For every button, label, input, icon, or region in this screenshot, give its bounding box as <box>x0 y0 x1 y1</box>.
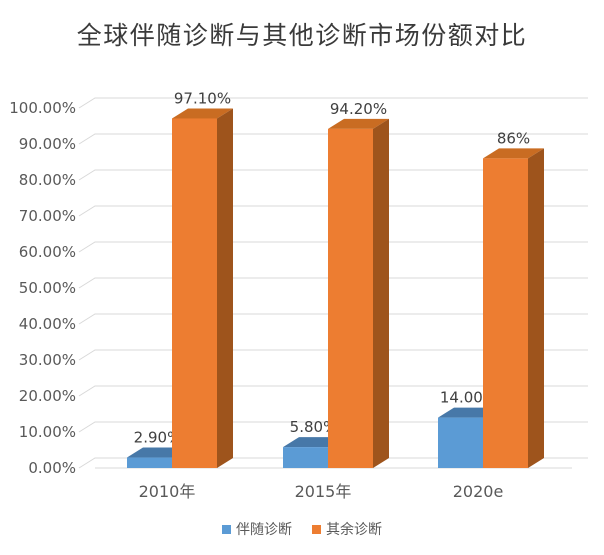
y-axis-tick-label: 80.00% <box>19 171 76 189</box>
y-axis-tick-label: 10.00% <box>19 423 76 441</box>
data-label: 86% <box>497 129 530 147</box>
x-axis-label: 2020e <box>453 482 504 501</box>
y-axis-tick-label: 70.00% <box>19 207 76 225</box>
gridline <box>78 277 588 289</box>
x-axis-label: 2015年 <box>295 482 352 501</box>
data-label: 97.10% <box>174 89 231 107</box>
legend-item: 其余诊断 <box>312 519 382 539</box>
gridline <box>78 241 588 253</box>
gridline <box>78 385 588 397</box>
bar-orange <box>328 128 373 468</box>
legend-swatch <box>222 524 231 534</box>
x-axis-label: 2010年 <box>139 482 196 501</box>
y-axis-tick-label: 40.00% <box>19 315 76 333</box>
gridline <box>78 205 588 217</box>
y-axis-tick-label: 20.00% <box>19 387 76 405</box>
bar-blue <box>438 417 483 468</box>
data-label: 94.20% <box>330 100 387 118</box>
y-axis-tick-label: 30.00% <box>19 351 76 369</box>
chart-title: 全球伴随诊断与其他诊断市场份额对比 <box>76 21 528 50</box>
data-label: 14.00% <box>440 389 497 407</box>
bar-side-face <box>217 108 233 468</box>
data-label: 5.80% <box>290 418 338 436</box>
gridline <box>78 349 588 361</box>
legend-label: 其余诊断 <box>326 522 382 538</box>
gridline <box>78 169 588 181</box>
y-axis-tick-label: 60.00% <box>19 243 76 261</box>
bar-orange <box>483 158 528 468</box>
gridline <box>78 133 588 145</box>
bar-top-face <box>483 148 544 159</box>
y-axis-tick-label: 100.00% <box>9 99 76 117</box>
bar-side-face <box>528 148 544 468</box>
y-axis-tick-label: 90.00% <box>19 135 76 153</box>
legend-swatch <box>312 524 321 534</box>
gridline <box>78 97 588 109</box>
gridline <box>78 421 588 433</box>
bar-top-face <box>328 118 389 129</box>
gridline <box>78 313 588 325</box>
data-label: 2.90% <box>134 429 182 447</box>
legend-label: 伴随诊断 <box>236 522 292 538</box>
y-axis-tick-label: 50.00% <box>19 279 76 297</box>
legend-item: 伴随诊断 <box>222 519 292 539</box>
bar-orange <box>172 118 217 468</box>
gridline <box>78 457 588 469</box>
bar-side-face <box>373 118 389 468</box>
bar-blue <box>127 457 172 468</box>
bar-blue <box>283 447 328 468</box>
y-axis-tick-label: 0.00% <box>28 459 76 477</box>
legend: 伴随诊断 其余诊断 <box>0 519 604 539</box>
bar-top-face <box>172 108 233 119</box>
